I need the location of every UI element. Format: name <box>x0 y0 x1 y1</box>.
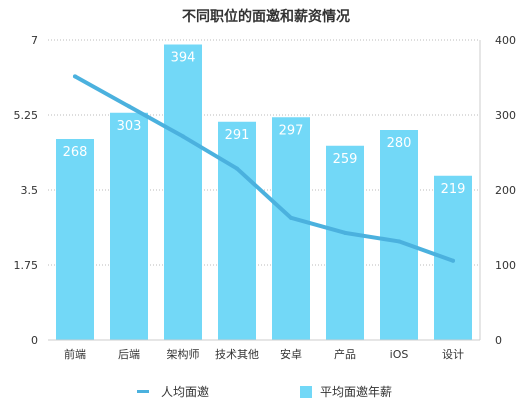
legend-bar-swatch <box>300 385 312 398</box>
y-right-tick-label: 400 <box>495 34 516 47</box>
bar <box>110 112 148 340</box>
line-point <box>127 104 131 109</box>
bar <box>164 44 202 340</box>
bar <box>218 121 256 340</box>
y-right-tick-label: 100 <box>495 259 516 272</box>
legend-item-bar[interactable]: 平均面邀年薪 <box>300 383 392 400</box>
y-left-tick-label: 5.25 <box>14 109 39 122</box>
bar <box>272 117 310 340</box>
line-point <box>181 134 185 139</box>
y-left-tick-label: 1.75 <box>14 259 39 272</box>
bar-data-label: 219 <box>441 182 466 197</box>
y-left-tick-label: 0 <box>31 334 38 347</box>
chart-title: 不同职位的面邀和薪资情况 <box>182 9 350 25</box>
bar <box>380 130 418 340</box>
category-label: 后端 <box>118 348 140 361</box>
bar-data-label: 268 <box>63 145 88 160</box>
chart-legend: 人均面邀 平均面邀年薪 <box>0 383 532 403</box>
line-point <box>397 239 401 244</box>
category-label: 安卓 <box>280 347 302 361</box>
line-point <box>73 74 77 79</box>
y-right-tick-label: 0 <box>495 334 502 347</box>
line-point <box>343 230 347 235</box>
bar-data-label: 259 <box>333 152 358 167</box>
category-label: 技术其他 <box>215 348 259 361</box>
category-label: 设计 <box>442 348 464 361</box>
legend-label-line: 人均面邀 <box>161 385 210 399</box>
bar <box>326 145 364 340</box>
legend-line-swatch <box>137 390 149 393</box>
line-series <box>73 74 455 263</box>
y-right-tick-label: 300 <box>495 109 516 122</box>
bar-data-label: 303 <box>117 119 142 134</box>
bar-data-label: 297 <box>279 123 304 138</box>
legend-item-line[interactable]: 人均面邀 <box>137 383 209 400</box>
bar <box>56 139 94 340</box>
bar-data-label: 280 <box>387 136 412 151</box>
line-point <box>289 215 293 220</box>
chart-svg: 0 1.75 3.5 5.25 7 0 100 200 300 400 268 303 394 291 29… <box>14 34 517 361</box>
category-label: iOS <box>390 348 409 361</box>
bar-data-label: 291 <box>225 128 250 143</box>
y-left-tick-label: 7 <box>31 34 38 47</box>
line-point <box>235 166 239 171</box>
category-label: 前端 <box>64 347 86 361</box>
y-right-tick-label: 200 <box>495 184 516 197</box>
bar-data-label: 394 <box>171 51 196 66</box>
y-left-tick-label: 3.5 <box>21 184 39 197</box>
category-label: 架构师 <box>167 347 200 361</box>
category-label: 产品 <box>334 347 356 361</box>
line-point <box>451 258 455 263</box>
legend-label-bar: 平均面邀年薪 <box>320 385 393 399</box>
